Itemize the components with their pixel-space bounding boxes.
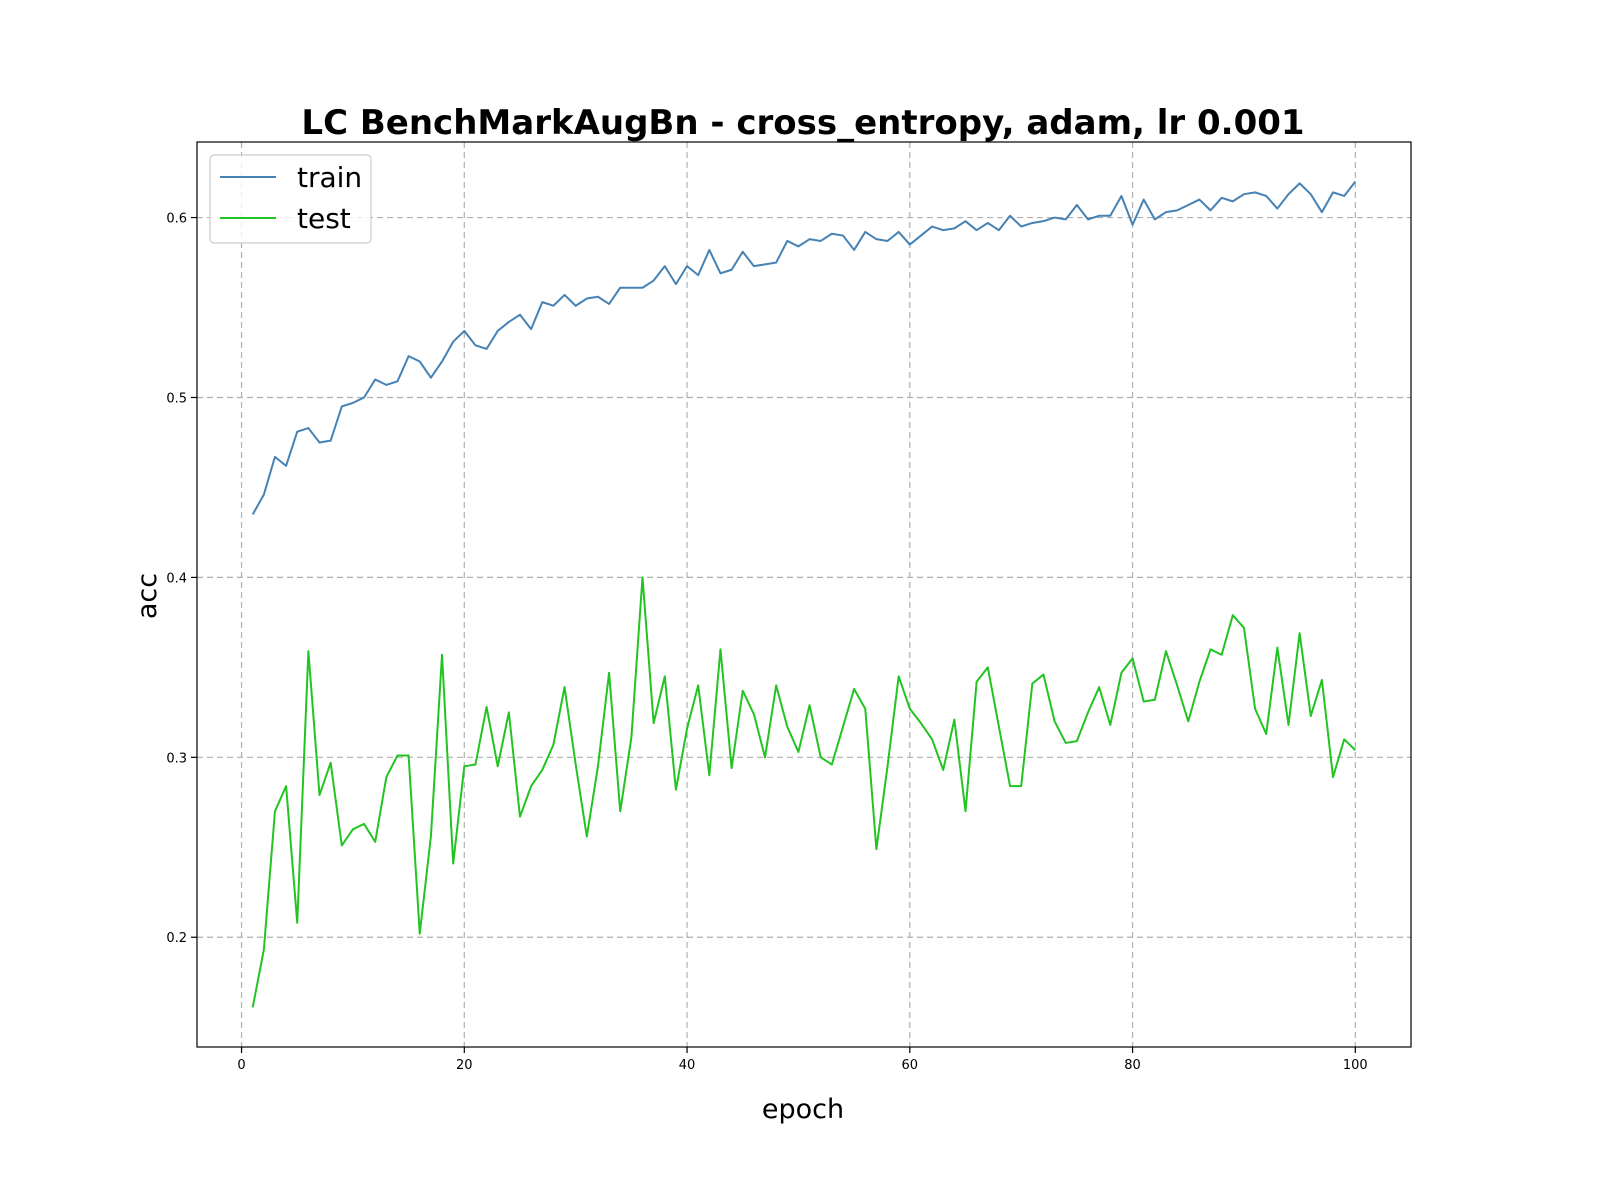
series-layer <box>251 180 1357 1008</box>
legend-label-train: train <box>297 161 362 194</box>
y-tick-label: 0.3 <box>166 751 187 766</box>
series-line-train <box>251 180 1357 515</box>
y-axis-label: acc <box>132 573 163 619</box>
chart-title: LC BenchMarkAugBn - cross_entropy, adam,… <box>301 103 1304 143</box>
x-axis: 0 20 40 60 80 100 <box>237 1047 1368 1073</box>
x-axis-label: epoch <box>762 1094 844 1125</box>
y-tick-label: 0.4 <box>166 571 187 586</box>
x-tick-label: 0 <box>237 1058 245 1073</box>
legend-label-test: test <box>297 202 351 235</box>
grid <box>197 142 1411 1047</box>
x-tick-label: 60 <box>902 1058 919 1073</box>
x-tick-label: 100 <box>1343 1058 1368 1073</box>
series-line-test <box>251 576 1357 1008</box>
x-tick-label: 20 <box>456 1058 473 1073</box>
x-tick-label: 80 <box>1124 1058 1141 1073</box>
plot-frame <box>196 141 1412 1048</box>
y-tick-label: 0.5 <box>166 391 187 406</box>
y-axis: 0.2 0.3 0.4 0.5 0.6 <box>166 212 197 946</box>
x-tick-label: 40 <box>679 1058 696 1073</box>
y-tick-label: 0.6 <box>166 212 187 227</box>
y-tick-label: 0.2 <box>166 931 187 946</box>
legend: train test <box>209 154 372 244</box>
